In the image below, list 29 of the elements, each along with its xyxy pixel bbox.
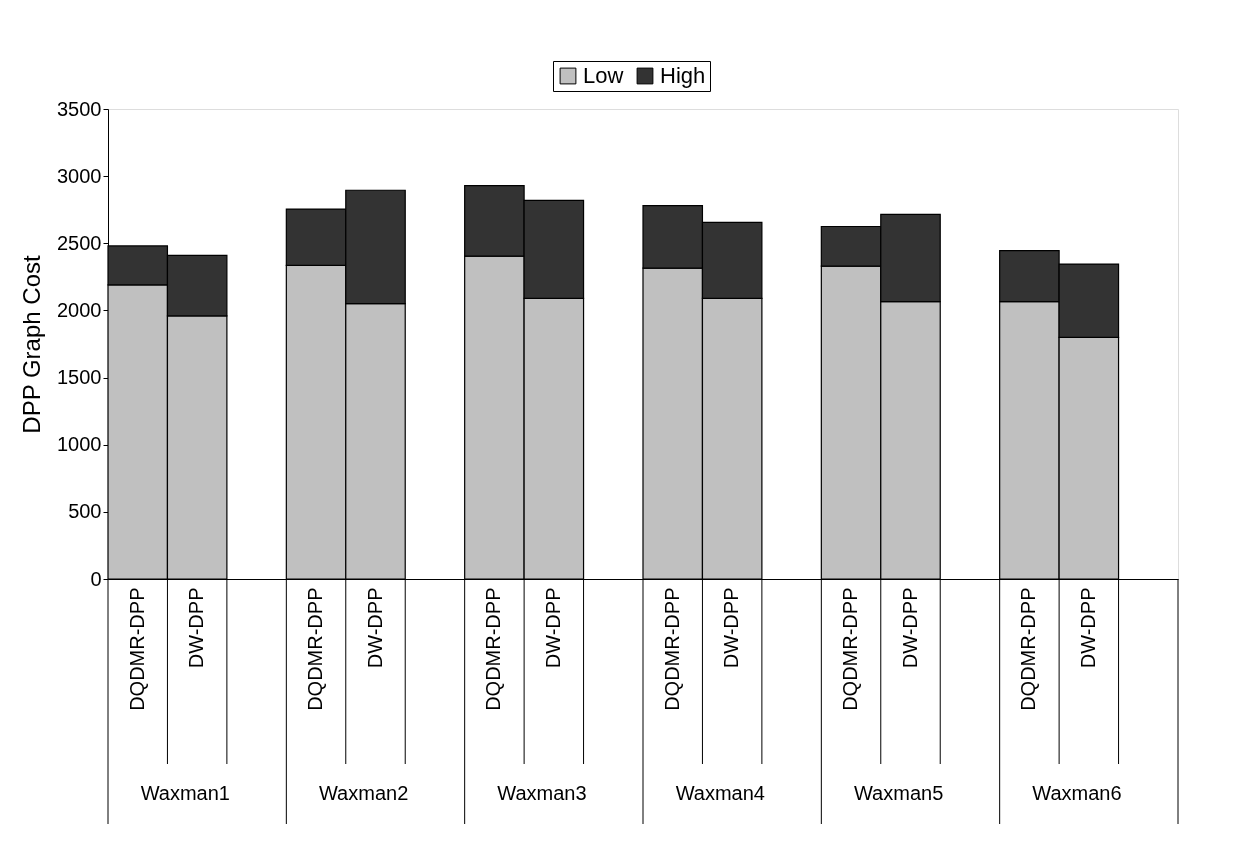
y-tick-label: 0 (90, 567, 102, 590)
x-tick-label: DQDMR-DPP (660, 587, 683, 711)
y-axis-title: DPP Graph Cost (18, 255, 46, 434)
text: Waxman1 (140, 782, 230, 804)
legend-label: Low (583, 63, 624, 88)
y-tick-label: 2000 (57, 298, 102, 321)
x-tick-label: DW-DPP (363, 587, 386, 669)
text: Waxman2 (318, 782, 409, 804)
y-tick-label: 1500 (57, 366, 102, 389)
y-tick-label: 2500 (57, 231, 102, 254)
text: Waxman3 (497, 782, 587, 804)
x-tick-label: DQDMR-DPP (1017, 587, 1040, 711)
y-tick-label: 500 (68, 500, 102, 523)
x-tick-label: DQDMR-DPP (839, 587, 862, 711)
x-tick-label: DQDMR-DPP (304, 587, 327, 711)
x-tick-label: DW-DPP (720, 587, 743, 669)
text: Waxman4 (675, 782, 765, 804)
y-tick-label: 3500 (57, 97, 102, 120)
y-tick-label: 3000 (57, 164, 102, 187)
x-tick-label: DW-DPP (541, 587, 564, 669)
x-tick-label: DW-DPP (898, 587, 921, 669)
text: Waxman5 (853, 782, 944, 804)
y-tick-label: 1000 (57, 433, 102, 456)
x-tick-label: DW-DPP (185, 587, 208, 669)
text: Waxman6 (1032, 782, 1122, 804)
legend-label: High (660, 63, 706, 88)
x-tick-label: DW-DPP (1076, 587, 1099, 669)
x-tick-label: DQDMR-DPP (482, 587, 505, 711)
x-tick-label: DQDMR-DPP (125, 587, 148, 711)
